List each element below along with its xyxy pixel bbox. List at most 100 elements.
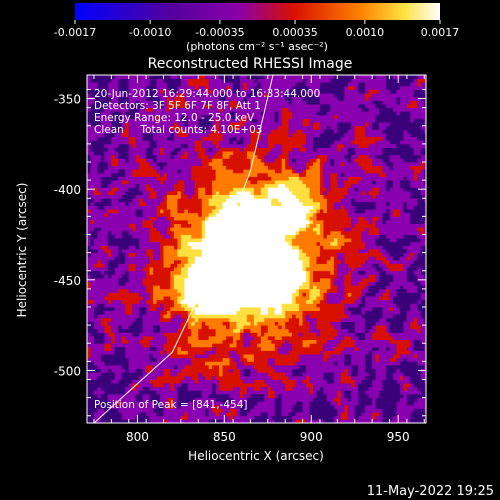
- heatmap-cell: [118, 285, 123, 290]
- heatmap-cell: [173, 223, 178, 228]
- heatmap-cell: [233, 162, 237, 167]
- heatmap-cell: [198, 169, 203, 174]
- heatmap-cell: [128, 303, 133, 308]
- heatmap-cell: [125, 220, 130, 225]
- heatmap-cell: [135, 394, 140, 399]
- heatmap-cell: [260, 82, 265, 87]
- heatmap-cell: [253, 78, 258, 83]
- heatmap-cell: [90, 107, 95, 112]
- heatmap-cell: [201, 256, 206, 261]
- heatmap-cell: [93, 368, 98, 373]
- heatmap-cell: [180, 223, 185, 228]
- heatmap-cell: [219, 372, 223, 377]
- heatmap-cell: [104, 201, 109, 206]
- heatmap-cell: [111, 223, 116, 228]
- heatmap-cell: [128, 397, 133, 402]
- heatmap-cell: [97, 419, 102, 423]
- heatmap-cell: [243, 75, 248, 80]
- heatmap-cell: [201, 191, 206, 196]
- heatmap-cell: [177, 241, 182, 246]
- heatmap-cell: [208, 281, 213, 286]
- heatmap-cell: [156, 310, 161, 315]
- heatmap-cell: [173, 125, 178, 130]
- heatmap-cell: [180, 401, 185, 406]
- heatmap-cell: [125, 408, 130, 413]
- heatmap-cell: [219, 412, 223, 417]
- heatmap-cell: [205, 238, 210, 243]
- heatmap-cell: [233, 321, 237, 326]
- heatmap-cell: [163, 201, 168, 206]
- heatmap-cell: [121, 78, 126, 83]
- heatmap-cell: [170, 234, 175, 239]
- heatmap-cell: [205, 151, 210, 156]
- heatmap-cell: [132, 198, 137, 203]
- heatmap-cell: [149, 292, 154, 297]
- heatmap-cell: [187, 365, 192, 370]
- heatmap-cell: [173, 296, 178, 301]
- heatmap-cell: [166, 234, 171, 239]
- heatmap-cell: [160, 412, 164, 417]
- heatmap-cell: [121, 365, 126, 370]
- heatmap-cell: [184, 328, 189, 333]
- heatmap-cell: [233, 281, 237, 286]
- heatmap-cell: [257, 386, 262, 391]
- heatmap-cell: [87, 158, 91, 163]
- heatmap-cell: [222, 198, 227, 203]
- heatmap-cell: [233, 165, 237, 170]
- heatmap-cell: [87, 281, 91, 286]
- heatmap-cell: [257, 288, 262, 293]
- heatmap-cell: [149, 390, 154, 395]
- heatmap-cell: [208, 419, 213, 423]
- heatmap-cell: [163, 147, 168, 152]
- heatmap-cell: [239, 125, 244, 130]
- heatmap-cell: [246, 285, 251, 290]
- heatmap-cell: [163, 125, 168, 130]
- heatmap-cell: [177, 180, 182, 185]
- heatmap-cell: [212, 397, 217, 402]
- heatmap-cell: [104, 336, 109, 341]
- heatmap-cell: [215, 151, 220, 156]
- heatmap-cell: [250, 292, 255, 297]
- heatmap-cell: [184, 292, 189, 297]
- heatmap-cell: [222, 390, 227, 395]
- heatmap-cell: [180, 85, 185, 90]
- heatmap-cell: [198, 412, 203, 417]
- heatmap-cell: [246, 321, 251, 326]
- heatmap-cell: [226, 307, 230, 312]
- heatmap-cell: [229, 379, 234, 384]
- heatmap-cell: [160, 216, 164, 221]
- heatmap-cell: [135, 259, 140, 264]
- heatmap-cell: [194, 354, 199, 359]
- heatmap-cell: [260, 205, 265, 210]
- heatmap-cell: [160, 104, 164, 109]
- heatmap-cell: [146, 107, 150, 112]
- heatmap-cell: [125, 75, 130, 80]
- heatmap-cell: [100, 151, 105, 156]
- heatmap-cell: [149, 201, 154, 206]
- heatmap-cell: [170, 129, 175, 134]
- heatmap-cell: [121, 328, 126, 333]
- heatmap-cell: [173, 78, 178, 83]
- heatmap-cell: [128, 143, 133, 148]
- heatmap-cell: [250, 122, 255, 127]
- heatmap-cell: [233, 379, 237, 384]
- heatmap-cell: [121, 361, 126, 366]
- heatmap-cell: [121, 154, 126, 159]
- heatmap-cell: [156, 198, 161, 203]
- heatmap-cell: [219, 114, 223, 119]
- heatmap-cell: [128, 100, 133, 105]
- heatmap-cell: [128, 408, 133, 413]
- heatmap-cell: [260, 191, 265, 196]
- heatmap-cell: [97, 241, 102, 246]
- heatmap-cell: [212, 122, 217, 127]
- heatmap-cell: [100, 162, 105, 167]
- heatmap-cell: [170, 201, 175, 206]
- heatmap-cell: [149, 205, 154, 210]
- heatmap-cell: [121, 143, 126, 148]
- heatmap-cell: [222, 176, 227, 181]
- heatmap-cell: [146, 96, 150, 101]
- heatmap-cell: [149, 386, 154, 391]
- heatmap-cell: [233, 220, 237, 225]
- heatmap-cell: [104, 194, 109, 199]
- heatmap-cell: [184, 252, 189, 257]
